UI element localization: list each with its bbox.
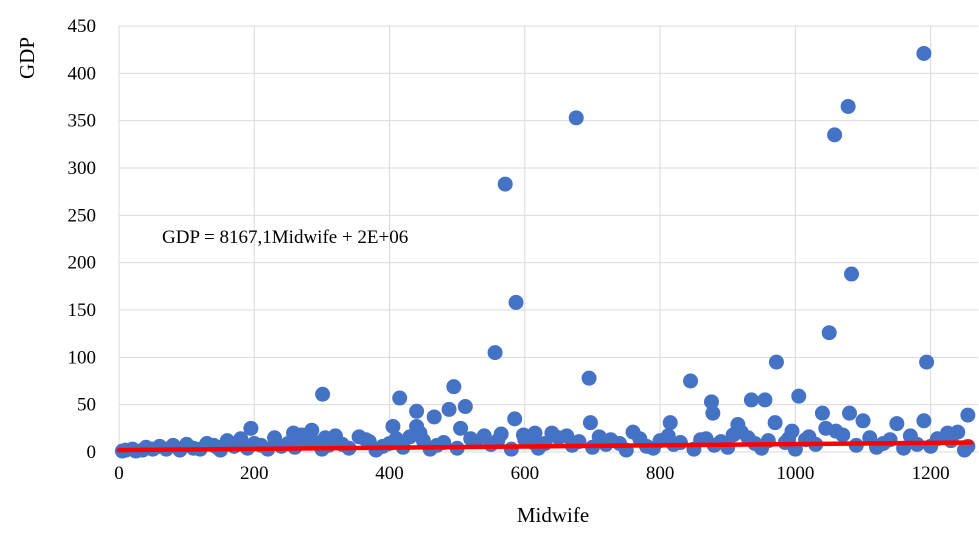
data-point [704,394,720,410]
data-point [960,407,976,423]
data-point [508,294,524,310]
data-point [568,110,584,126]
data-points [114,45,976,459]
data-point [705,405,721,421]
data-point [660,428,676,444]
data-point [835,427,851,443]
data-point [297,432,313,448]
data-point [507,411,523,427]
data-point [453,420,469,436]
data-point [767,415,783,431]
data-point [392,390,408,406]
x-tick-label: 200 [240,463,269,484]
data-point [855,413,871,429]
data-point [919,354,935,370]
data-point [426,409,442,425]
data-point [818,420,834,436]
data-point [412,425,428,441]
data-point [497,176,513,192]
x-tick-label: 600 [511,463,540,484]
data-point [956,442,972,458]
data-point [916,45,932,61]
data-point [559,428,575,444]
data-point [814,405,830,421]
data-point [493,426,509,442]
y-tick-label: 100 [68,347,97,368]
data-point [286,425,302,441]
y-tick-label: 0 [87,442,97,463]
data-point [487,345,503,361]
x-tick-label: 1200 [912,463,950,484]
trendline [116,440,974,453]
data-point [503,441,519,457]
y-tick-label: 200 [68,253,97,274]
data-point [315,386,331,402]
data-point [768,354,784,370]
data-point [683,373,699,389]
x-axis-title: Midwife [517,503,589,527]
data-point [791,388,807,404]
data-point [243,420,259,436]
x-tick-label: 400 [375,463,404,484]
x-tick-label: 800 [646,463,675,484]
trendline-layer [116,440,974,453]
y-tick-label: 150 [68,300,97,321]
x-tick-label: 0 [114,463,124,484]
data-point [446,379,462,395]
data-point [784,423,800,439]
data-point [841,405,857,421]
data-point [581,370,597,386]
data-point [698,431,714,447]
y-tick-label: 50 [77,395,96,416]
data-point [273,438,289,454]
data-point [409,403,425,419]
data-point [317,430,333,446]
data-point [662,415,678,431]
data-point [582,415,598,431]
data-point [840,98,856,114]
data-point [388,431,404,447]
data-point [821,325,837,341]
y-tick-label: 400 [68,63,97,84]
data-point [358,432,374,448]
grid-lines [118,25,978,453]
y-tick-label: 350 [68,111,97,132]
y-tick-label: 450 [68,16,97,37]
data-point [457,399,473,415]
data-point [757,392,773,408]
y-tick-label: 300 [68,158,97,179]
x-tick-label: 1000 [776,463,814,484]
data-point [603,432,619,448]
y-axis-title: GDP [15,37,39,79]
data-point [743,392,759,408]
data-point [827,127,843,143]
data-point [940,425,956,441]
data-point [844,266,860,282]
tick-labels: 0 50 100 150 200 250 300 350 400 450 0 200 400 600 800… [68,16,950,484]
y-tick-label: 250 [68,205,97,226]
data-point [916,413,932,429]
trendline-equation: GDP = 8167,1Midwife + 2E+06 [162,227,408,248]
data-point [441,401,457,417]
data-point [889,416,905,432]
data-point [385,418,401,434]
data-point [226,438,242,454]
data-point [725,427,741,443]
